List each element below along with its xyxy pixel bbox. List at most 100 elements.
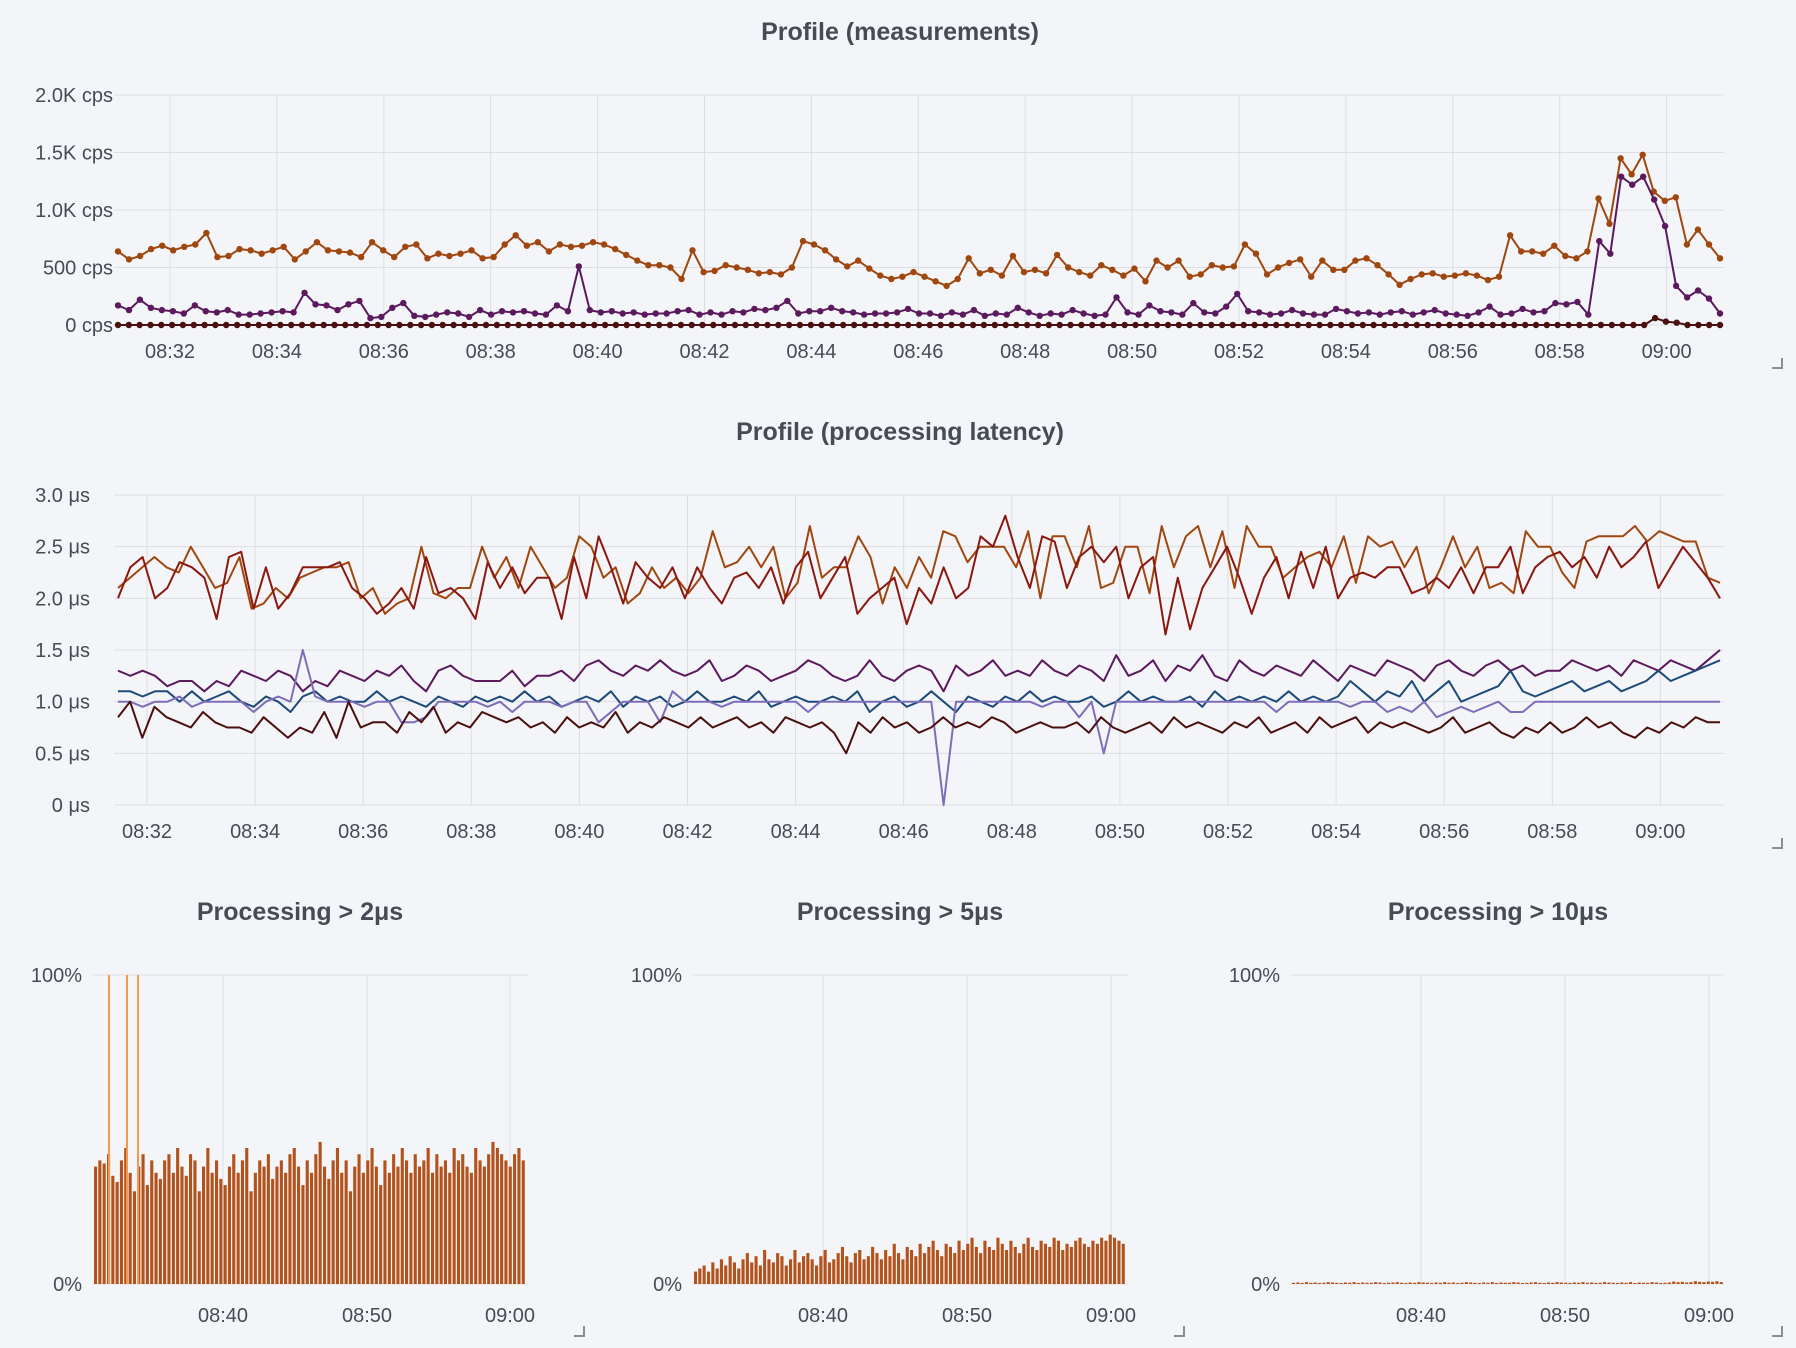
bar (1052, 1237, 1056, 1285)
data-point-dropped (1370, 321, 1377, 329)
bar (227, 1166, 232, 1284)
data-point-total (1562, 252, 1569, 260)
bar (1296, 1282, 1300, 1284)
data-point-dropped (342, 321, 349, 329)
data-point-dropped (850, 321, 858, 329)
panel-title-processing-5us: Processing > 5μs (797, 898, 1003, 926)
data-point-processed (773, 304, 780, 311)
bar (784, 1265, 788, 1284)
bar (1538, 1282, 1542, 1284)
data-point-dropped (158, 321, 165, 329)
data-point-processed (871, 310, 879, 317)
data-point-total (1274, 264, 1282, 271)
bar (115, 1182, 119, 1284)
data-point-total (147, 245, 155, 253)
bar (128, 1172, 132, 1284)
bar (1434, 1282, 1438, 1284)
data-point-processed (1453, 311, 1460, 318)
panel-title-processing-10us: Processing > 10μs (1388, 898, 1608, 926)
data-point-processed (301, 289, 308, 296)
bar (340, 1172, 344, 1284)
data-point-processed (850, 309, 857, 316)
x-tick-label: 08:56 (1428, 341, 1478, 363)
data-point-dropped (1175, 321, 1183, 329)
data-point-dropped (396, 321, 403, 329)
resize-handle-processing-2us[interactable] (574, 1326, 585, 1337)
data-point-dropped (1489, 321, 1496, 329)
bar (884, 1250, 888, 1284)
data-point-processed (1640, 173, 1647, 180)
resize-handle-processing-10us[interactable] (1772, 1326, 1783, 1337)
data-point-processed (411, 312, 418, 319)
processing-2us-y-axis: 0% 100% (31, 965, 82, 1296)
bar (1421, 1282, 1425, 1284)
data-point-total (1042, 270, 1050, 277)
data-point-processed (553, 302, 561, 309)
bar (370, 1148, 374, 1284)
data-point-processed (1596, 237, 1603, 245)
data-point-total (556, 241, 564, 248)
bar (452, 1148, 456, 1284)
bar (918, 1243, 922, 1284)
bar (1451, 1282, 1455, 1284)
data-point-dropped (428, 321, 436, 329)
resize-handle-processing-5us[interactable] (1174, 1326, 1185, 1337)
bar (154, 1172, 158, 1284)
bar (789, 1259, 793, 1284)
bar (1698, 1281, 1702, 1284)
data-point-processed (476, 306, 484, 314)
bar (806, 1253, 810, 1284)
data-point-dropped (114, 321, 122, 329)
bar (1693, 1281, 1697, 1284)
data-point-total (910, 268, 917, 276)
data-point-total (1418, 271, 1425, 278)
data-point-dropped (1511, 321, 1518, 329)
data-point-total (1606, 220, 1613, 227)
series-line-p90 (117, 649, 1721, 693)
data-point-dropped (277, 321, 284, 329)
bar (694, 1271, 698, 1284)
data-point-total (247, 247, 254, 254)
panel-measurements: Profile (measurements) 0 cps 500 cps 1.0K … (35, 18, 1783, 369)
bar (387, 1172, 391, 1284)
bar (1322, 1282, 1326, 1284)
data-point-dropped (948, 321, 955, 329)
bar (741, 1259, 745, 1284)
data-point-dropped (298, 321, 306, 329)
bar (1473, 1282, 1477, 1284)
data-point-processed (1629, 181, 1636, 188)
data-point-total (877, 272, 884, 279)
x-tick-label: 08:34 (252, 341, 302, 363)
x-tick-label: 08:40 (198, 1305, 248, 1327)
x-tick-label: 09:00 (1086, 1305, 1136, 1327)
bar (465, 1166, 469, 1284)
bar (98, 1160, 102, 1284)
data-point-processed (1310, 311, 1318, 318)
data-point-total (623, 251, 630, 259)
resize-handle-measurements[interactable] (1772, 358, 1783, 369)
bar (1005, 1250, 1009, 1284)
bar (1335, 1282, 1339, 1284)
resize-handle-latency[interactable] (1772, 838, 1783, 849)
latency-plot (117, 514, 1721, 806)
data-point-dropped (1153, 321, 1161, 329)
processing-2us-x-axis: 08:40 08:50 09:00 (198, 1305, 535, 1327)
data-point-dropped (1576, 321, 1583, 329)
bar (132, 1191, 137, 1284)
data-point-dropped (1446, 321, 1453, 329)
bar (1667, 1282, 1671, 1284)
bar (1490, 1282, 1494, 1284)
spike-bar (126, 975, 128, 1284)
data-point-total (1319, 257, 1326, 264)
data-point-processed (1398, 308, 1406, 315)
bar (335, 1148, 340, 1284)
bar (215, 1160, 219, 1284)
bar (1469, 1282, 1473, 1284)
series-line-p95 (117, 514, 1721, 636)
data-point-processed (1475, 309, 1482, 316)
measurements-grid (114, 94, 1724, 326)
bar (961, 1250, 965, 1284)
data-point-dropped (1229, 321, 1237, 329)
bar (422, 1160, 426, 1284)
bar (1022, 1243, 1026, 1284)
